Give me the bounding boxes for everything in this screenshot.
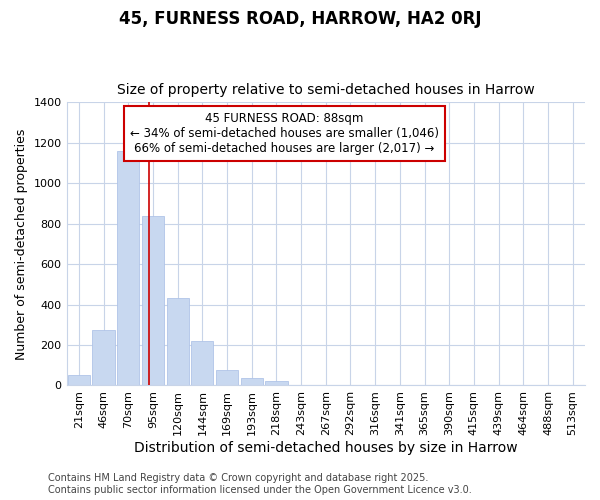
- Text: 45 FURNESS ROAD: 88sqm
← 34% of semi-detached houses are smaller (1,046)
66% of : 45 FURNESS ROAD: 88sqm ← 34% of semi-det…: [130, 112, 439, 155]
- Bar: [142, 216, 164, 386]
- X-axis label: Distribution of semi-detached houses by size in Harrow: Distribution of semi-detached houses by …: [134, 441, 518, 455]
- Y-axis label: Number of semi-detached properties: Number of semi-detached properties: [15, 128, 28, 360]
- Bar: [216, 370, 238, 386]
- Bar: [241, 378, 263, 386]
- Bar: [117, 151, 139, 386]
- Text: 45, FURNESS ROAD, HARROW, HA2 0RJ: 45, FURNESS ROAD, HARROW, HA2 0RJ: [119, 10, 481, 28]
- Bar: [191, 341, 214, 386]
- Bar: [265, 382, 287, 386]
- Bar: [167, 298, 189, 386]
- Bar: [68, 376, 90, 386]
- Text: Contains HM Land Registry data © Crown copyright and database right 2025.
Contai: Contains HM Land Registry data © Crown c…: [48, 474, 472, 495]
- Bar: [92, 330, 115, 386]
- Title: Size of property relative to semi-detached houses in Harrow: Size of property relative to semi-detach…: [117, 83, 535, 97]
